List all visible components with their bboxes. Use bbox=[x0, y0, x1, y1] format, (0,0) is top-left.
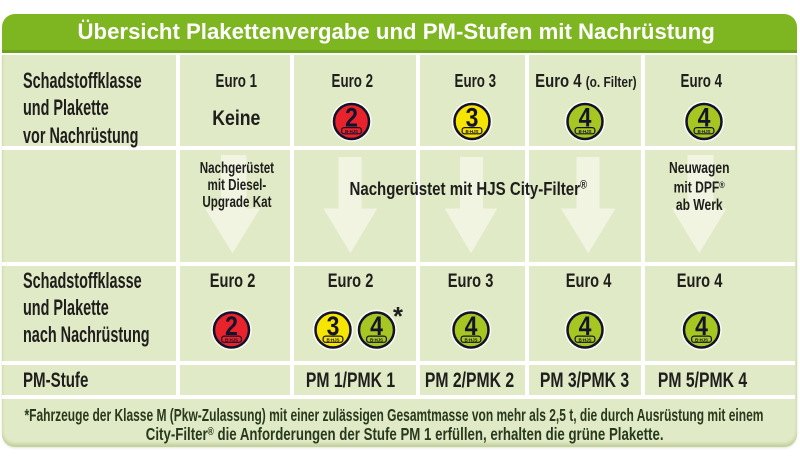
svg-text:2: 2 bbox=[225, 311, 238, 341]
svg-text:4: 4 bbox=[579, 311, 592, 341]
svg-text:4: 4 bbox=[465, 311, 478, 341]
svg-text:*: * bbox=[393, 303, 403, 331]
svg-text:3: 3 bbox=[327, 311, 340, 341]
svg-text:4: 4 bbox=[698, 102, 711, 132]
svg-text:4: 4 bbox=[370, 311, 383, 341]
svg-text:4: 4 bbox=[579, 102, 592, 132]
svg-text:4: 4 bbox=[695, 311, 708, 341]
svg-text:2: 2 bbox=[345, 102, 358, 132]
svg-text:3: 3 bbox=[466, 102, 479, 132]
